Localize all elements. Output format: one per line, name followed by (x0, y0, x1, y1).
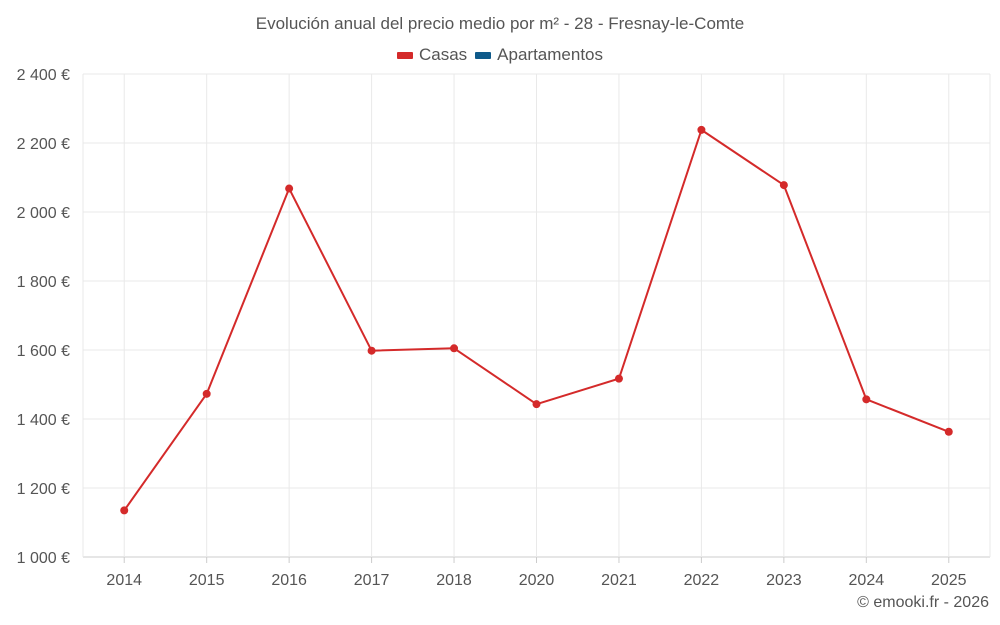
y-tick-label: 1 800 € (17, 274, 70, 291)
x-tick-label: 2015 (189, 572, 225, 589)
x-tick-label: 2022 (684, 572, 720, 589)
y-tick-label: 2 200 € (17, 136, 70, 153)
legend-item-casas[interactable]: Casas (396, 45, 468, 65)
legend-label-apartamentos: Apartamentos (497, 45, 604, 64)
x-tick-label: 2024 (849, 572, 885, 589)
data-point (862, 395, 871, 404)
legend-swatch-apartamentos (475, 51, 492, 59)
data-point (202, 389, 211, 398)
credit: © emooki.fr - 2026 (857, 594, 989, 611)
data-point (285, 184, 294, 193)
y-tick-label: 1 200 € (17, 481, 70, 498)
data-point (779, 181, 788, 190)
chart-title: Evolución anual del precio medio por m² … (255, 14, 745, 33)
y-tick-label: 2 000 € (17, 205, 70, 222)
y-tick-label: 1 400 € (17, 412, 70, 429)
data-point (532, 400, 541, 409)
x-tick-label: 2021 (601, 572, 637, 589)
data-point (367, 346, 376, 355)
data-point (614, 374, 623, 383)
x-tick-label: 2023 (766, 572, 802, 589)
data-point (120, 506, 129, 515)
data-point (697, 125, 706, 134)
legend-swatch-casas (396, 51, 413, 59)
y-tick-label: 2 400 € (17, 67, 70, 84)
data-point (450, 344, 459, 353)
y-tick-label: 1 600 € (17, 343, 70, 360)
legend-label-casas: Casas (418, 45, 468, 64)
legend: Casas Apartamentos (0, 45, 1000, 65)
data-point (944, 427, 953, 436)
x-tick-label: 2014 (106, 572, 142, 589)
x-tick-label: 2017 (354, 572, 390, 589)
y-tick-label: 1 000 € (17, 550, 70, 567)
x-tick-label: 2025 (931, 572, 967, 589)
x-tick-label: 2020 (519, 572, 555, 589)
x-tick-label: 2018 (436, 572, 472, 589)
x-tick-label: 2016 (271, 572, 307, 589)
legend-item-apartamentos[interactable]: Apartamentos (475, 45, 603, 65)
